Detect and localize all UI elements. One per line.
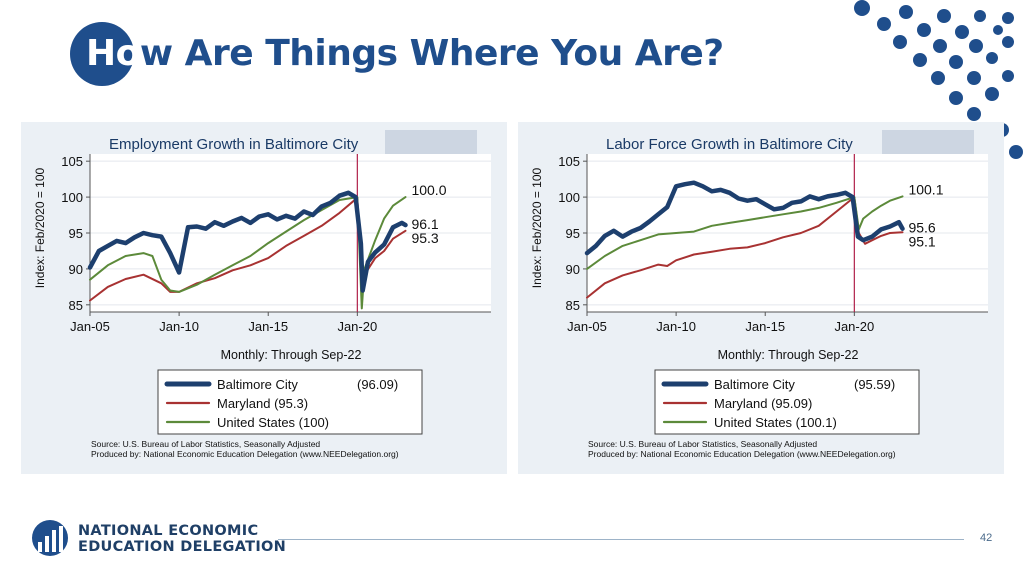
need-logo-icon (32, 520, 68, 556)
x-tick-label: Jan-20 (337, 319, 377, 334)
series-line-united-states (586, 195, 904, 270)
chart-panel-labor-force: Labor Force Growth in Baltimore City 85 90… (518, 122, 1004, 474)
source-note: Source: U.S. Bureau of Labor Statistics,… (588, 439, 817, 449)
legend-entry: Maryland (95.3) (217, 396, 308, 411)
y-tick-label: 90 (566, 262, 580, 277)
y-tick-label: 95 (69, 226, 83, 241)
legend-entry: Baltimore City (714, 377, 795, 392)
legend-value: (96.09) (357, 377, 398, 392)
end-label: 95.1 (908, 234, 935, 250)
y-axis-label: Index: Feb/2020 = 100 (530, 167, 544, 288)
logo-line-1: NATIONAL ECONOMIC (78, 523, 259, 539)
series-line-maryland (586, 196, 904, 299)
legend-entry: United States (100) (217, 415, 329, 430)
end-label: 100.0 (411, 182, 446, 198)
x-tick-label: Jan-05 (567, 319, 607, 334)
page-number: 42 (980, 532, 993, 544)
y-tick-label: 85 (566, 298, 580, 313)
end-label: 100.1 (908, 181, 943, 197)
logo-text: NATIONAL ECONOMIC EDUCATION DELEGATION (78, 523, 286, 555)
x-tick-label: Jan-05 (70, 319, 110, 334)
title-mask-box (385, 130, 477, 154)
x-tick-label: Jan-15 (248, 319, 288, 334)
x-tick-label: Jan-20 (834, 319, 874, 334)
x-axis-label: Monthly: Through Sep-22 (718, 348, 859, 362)
legend-entry: United States (100.1) (714, 415, 837, 430)
end-label: 96.1 (411, 216, 438, 232)
y-tick-label: 100 (558, 190, 580, 205)
title-rest: w Are Things Where You Are? (139, 33, 724, 74)
chart-panel-employment: Employment Growth in Baltimore City 85 90 9… (21, 122, 507, 474)
decorative-dots (854, 0, 1023, 159)
x-axis-label: Monthly: Through Sep-22 (221, 348, 362, 362)
y-tick-label: 85 (69, 298, 83, 313)
y-axis-label: Index: Feb/2020 = 100 (33, 167, 47, 288)
y-tick-label: 105 (61, 154, 83, 169)
producer-note: Produced by: National Economic Education… (91, 449, 399, 459)
y-tick-label: 90 (69, 262, 83, 277)
page-title: How Are Things Where You Are? (86, 30, 724, 78)
title-mask-box (882, 130, 974, 154)
end-label: 95.3 (411, 230, 438, 246)
y-tick-label: 100 (61, 190, 83, 205)
logo-line-2: EDUCATION DELEGATION (78, 539, 287, 555)
series-line-baltimore-city (584, 180, 905, 256)
title-circle (70, 22, 134, 86)
legend-entry: Baltimore City (217, 377, 298, 392)
labor-force-chart: Labor Force Growth in Baltimore City 85 90… (530, 130, 988, 459)
legend-value: (95.59) (854, 377, 895, 392)
footer-divider (278, 539, 964, 540)
series-line-baltimore-city (87, 190, 408, 293)
y-tick-label: 105 (558, 154, 580, 169)
x-tick-label: Jan-15 (745, 319, 785, 334)
end-label: 95.6 (908, 220, 935, 236)
employment-chart: Employment Growth in Baltimore City 85 90 9… (33, 130, 491, 459)
source-note: Source: U.S. Bureau of Labor Statistics,… (91, 439, 320, 449)
chart-title: Employment Growth in Baltimore City (109, 136, 359, 153)
x-tick-label: Jan-10 (159, 319, 199, 334)
title-highlight: Ho (86, 33, 140, 74)
x-tick-label: Jan-10 (656, 319, 696, 334)
y-tick-label: 95 (566, 226, 580, 241)
chart-title: Labor Force Growth in Baltimore City (606, 136, 853, 153)
producer-note: Produced by: National Economic Education… (588, 449, 896, 459)
legend-entry: Maryland (95.09) (714, 396, 812, 411)
